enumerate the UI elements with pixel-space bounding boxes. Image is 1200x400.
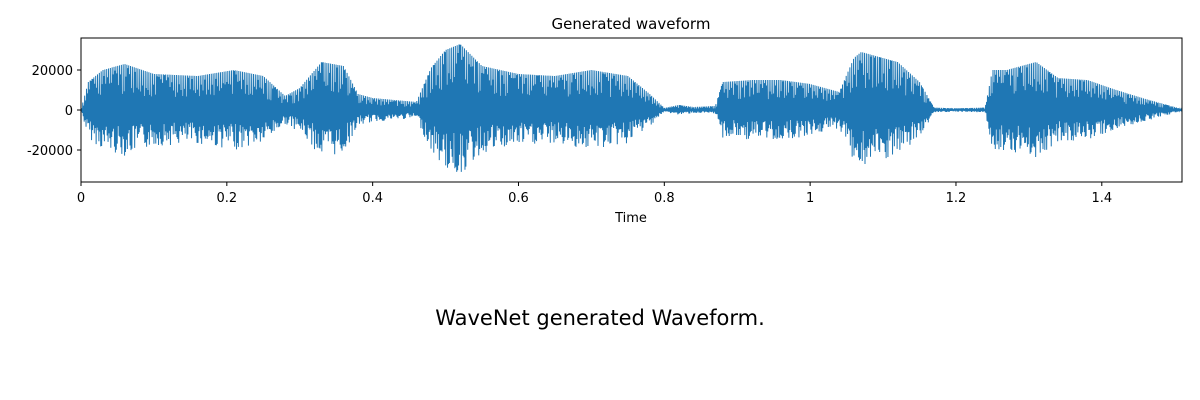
x-tick-label: 1.2 xyxy=(946,191,967,206)
x-tick-label: 1 xyxy=(806,191,814,206)
waveform-chart: Generated waveform 0 0.2 0.4 0.6 0.8 1 1.2 1.4 … xyxy=(27,15,1183,226)
x-tick-label: 0.6 xyxy=(508,191,529,206)
y-tick-label: -20000 xyxy=(27,144,73,159)
y-tick-label: 20000 xyxy=(32,64,73,79)
waveform-line xyxy=(81,44,1182,172)
x-tick-label: 0.2 xyxy=(216,191,237,206)
x-tick-label: 0.8 xyxy=(654,191,675,206)
x-tick-label: 0.4 xyxy=(362,191,383,206)
x-tick-label: 0 xyxy=(77,191,85,206)
x-tick-label: 1.4 xyxy=(1091,191,1112,206)
chart-title: Generated waveform xyxy=(552,15,711,33)
x-axis-label: Time xyxy=(614,211,647,226)
y-tick-label: 0 xyxy=(65,104,73,119)
figure-caption: WaveNet generated Waveform. xyxy=(435,306,765,330)
